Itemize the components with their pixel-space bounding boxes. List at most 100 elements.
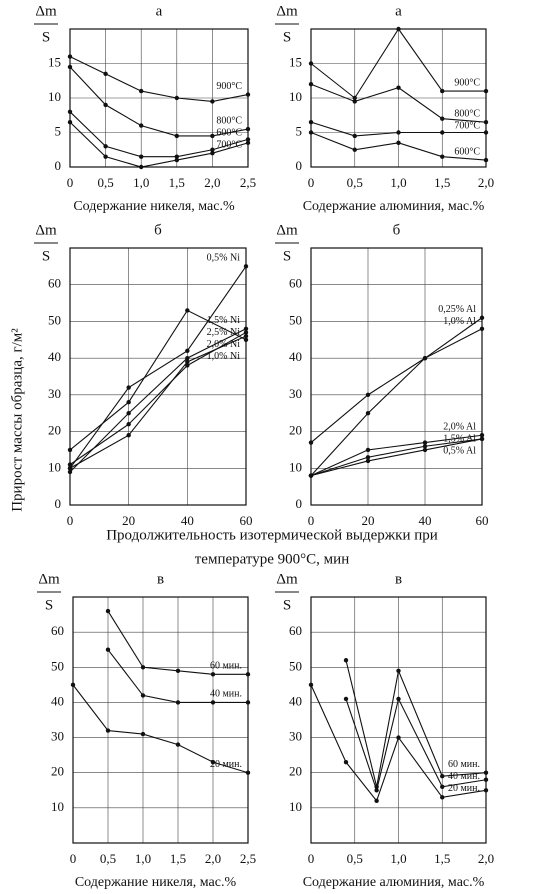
x-tick-label: 1,0: [135, 851, 151, 866]
y-axis-label: S: [283, 248, 291, 264]
x-tick-label: 1,0: [133, 175, 149, 190]
x-tick-label: 1,0: [390, 175, 406, 190]
data-point: [479, 436, 485, 442]
panel-title: б: [393, 222, 401, 238]
series-line: [69, 121, 249, 168]
y-tick-label: 50: [48, 312, 61, 327]
y-axis-label: Δm: [38, 571, 60, 587]
x-tick-label: 0,5: [347, 851, 363, 866]
series-line: [310, 28, 486, 99]
series-label: 1,5% Al: [443, 434, 476, 445]
y-axis-label: Δm: [276, 222, 298, 238]
series-label: 1,0% Al: [443, 316, 476, 327]
series-line: [310, 684, 487, 802]
series-label: 2,5% Ni: [207, 327, 241, 338]
y-tick-label: 0: [296, 158, 303, 173]
y-tick-label: 30: [289, 729, 302, 744]
x-tick-label: 40: [181, 513, 194, 528]
y-tick-label: 0: [55, 158, 62, 173]
x-tick-label: 0,5: [97, 175, 113, 190]
y-tick-label: 10: [48, 89, 61, 104]
series-line: [107, 610, 248, 675]
y-tick-label: 50: [289, 658, 302, 673]
y-tick-label: 10: [48, 459, 61, 474]
x-tick-label: 0,5: [100, 851, 116, 866]
y-tick-label: 20: [51, 764, 64, 779]
series-line: [310, 83, 487, 123]
series-label: 600°C: [454, 146, 480, 157]
series-line: [310, 317, 483, 444]
series-label: 40 мин.: [210, 689, 242, 700]
y-tick-label: 50: [51, 658, 64, 673]
y-tick-label: 30: [48, 386, 61, 401]
x-axis-label: Содержание никеля, мас.%: [75, 875, 237, 890]
series-label: 900°C: [454, 77, 480, 88]
y-tick-label: 40: [48, 349, 61, 364]
x-tick-label: 2,5: [240, 175, 256, 190]
y-tick-label: 40: [51, 693, 64, 708]
series-line: [72, 684, 249, 774]
y-tick-label: 0: [55, 496, 62, 511]
data-point: [483, 119, 489, 125]
x-tick-label: 1,5: [169, 175, 185, 190]
x-tick-label: 20: [362, 513, 375, 528]
y-axis-label: Δm: [35, 3, 57, 19]
x-tick-label: 2,0: [204, 175, 220, 190]
series-label: 2,0% Al: [443, 422, 476, 433]
series-line: [69, 66, 249, 137]
x-tick-label: 2,5: [240, 851, 256, 866]
series-line: [69, 111, 249, 158]
series-label: 800°C: [216, 115, 242, 126]
series-line: [69, 309, 247, 451]
y-tick-label: 5: [55, 123, 62, 138]
series-line: [345, 660, 487, 787]
series-label: 20 мин.: [448, 783, 480, 794]
series-line: [107, 649, 248, 703]
y-axis-label: S: [283, 29, 291, 45]
y-tick-label: 10: [289, 459, 302, 474]
series-label: 900°C: [216, 81, 242, 92]
series-label: 60 мин.: [448, 759, 480, 770]
series-line: [310, 328, 483, 476]
y-tick-label: 15: [289, 54, 302, 69]
y-tick-label: 50: [289, 312, 302, 327]
series-line: [310, 131, 487, 161]
plot-frame: [310, 247, 483, 506]
panel-title: в: [157, 571, 164, 587]
panel-title: а: [395, 3, 402, 19]
x-tick-label: 0: [67, 175, 74, 190]
y-tick-label: 30: [289, 386, 302, 401]
x-tick-label: 2,0: [478, 175, 494, 190]
series-label: 2,0% Ni: [207, 339, 241, 350]
series-label: 0,5% Ni: [207, 253, 241, 264]
series-line: [310, 121, 486, 137]
series-line: [69, 335, 247, 469]
x-tick-label: 2,0: [205, 851, 221, 866]
x-tick-label: 1,0: [390, 851, 406, 866]
x-axis-label: Содержание никеля, мас.%: [73, 199, 235, 214]
series-line: [310, 434, 483, 477]
plot-frame: [310, 596, 487, 844]
y-tick-label: 20: [289, 423, 302, 438]
y-tick-label: 20: [289, 764, 302, 779]
x-tick-label: 1,5: [170, 851, 186, 866]
y-tick-label: 30: [51, 729, 64, 744]
y-tick-label: 60: [289, 623, 302, 638]
panel-title: б: [154, 222, 162, 238]
panel-title: в: [395, 571, 402, 587]
y-axis-label: S: [42, 248, 50, 264]
series-line: [69, 266, 247, 469]
plot-frame: [72, 596, 249, 844]
x-tick-label: 0: [308, 175, 315, 190]
x-tick-label: 0,5: [347, 175, 363, 190]
x-tick-label: 0: [67, 513, 74, 528]
y-tick-label: 0: [296, 496, 303, 511]
series-label: 20 мин.: [210, 759, 242, 770]
panel-title: а: [156, 3, 163, 19]
x-tick-label: 0: [308, 513, 315, 528]
series-label: 1,5% Ni: [207, 315, 241, 326]
y-axis-label: Δm: [276, 571, 298, 587]
x-axis-label: температуре 900°С, мин: [195, 551, 349, 567]
series-label: 0,25% Al: [438, 304, 476, 315]
y-axis-label: S: [42, 29, 50, 45]
